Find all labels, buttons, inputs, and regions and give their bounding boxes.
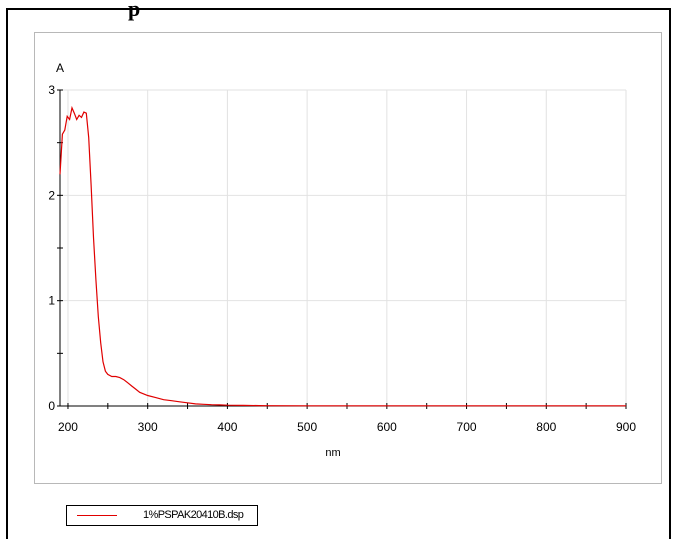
x-axis-label: nm <box>325 447 340 459</box>
y-tick-label: 2 <box>48 188 55 202</box>
y-tick-label: 1 <box>48 294 55 308</box>
spectrum-series-line <box>59 105 626 407</box>
x-tick-label: 200 <box>58 420 78 434</box>
legend-label: 1%PSPAK20410B.dsp <box>143 509 244 521</box>
y-axis-label: A <box>56 61 64 75</box>
legend-line-swatch <box>77 515 117 516</box>
legend: 1%PSPAK20410B.dsp <box>66 505 258 526</box>
x-tick-label: 300 <box>138 420 158 434</box>
chart-frame: p <box>6 0 671 539</box>
x-tick-label: 400 <box>217 420 237 434</box>
title-fragment: p <box>128 0 141 21</box>
x-tick-label: 500 <box>297 420 317 434</box>
y-tick-label: 3 <box>48 83 55 97</box>
y-tick-label: 0 <box>48 399 55 413</box>
x-tick-label: 800 <box>536 420 556 434</box>
x-tick-label: 900 <box>616 420 636 434</box>
x-tick-label: 600 <box>377 420 397 434</box>
plot-area-border <box>34 32 662 484</box>
x-tick-label: 700 <box>457 420 477 434</box>
